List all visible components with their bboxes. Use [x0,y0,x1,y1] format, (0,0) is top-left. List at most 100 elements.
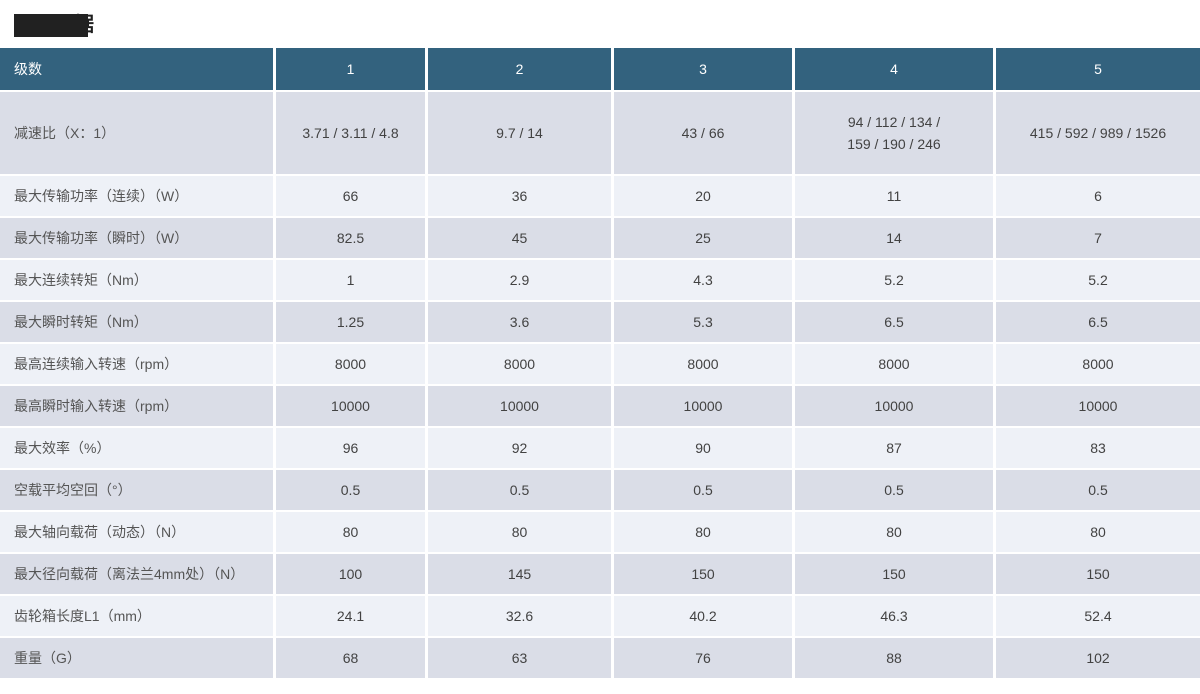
value-cell: 11 [792,176,993,218]
value-cell: 150 [611,554,792,596]
value-cell: 5.2 [993,260,1200,302]
value-cell: 80 [993,512,1200,554]
value-cell: 32.6 [425,596,611,638]
value-cell: 100 [273,554,425,596]
value-cell: 80 [611,512,792,554]
value-cell: 83 [993,428,1200,470]
row-label: 最大轴向载荷（动态）（N） [0,512,273,554]
value-cell: 36 [425,176,611,218]
table-row: 最大轴向载荷（动态）（N） 80 80 80 80 80 [0,512,1200,554]
value-cell: 150 [993,554,1200,596]
value-cell: 66 [273,176,425,218]
row-label: 最大传输功率（连续）（W） [0,176,273,218]
table-row: 最大效率（%） 96 92 90 87 83 [0,428,1200,470]
value-cell: 46.3 [792,596,993,638]
value-cell: 0.5 [993,470,1200,512]
value-cell: 3.6 [425,302,611,344]
value-cell: 94 / 112 / 134 / 159 / 190 / 246 [792,92,993,176]
header-col-2: 2 [425,48,611,92]
value-cell: 5.3 [611,302,792,344]
row-label: 空载平均空回（°） [0,470,273,512]
row-label: 最大连续转矩（Nm） [0,260,273,302]
value-cell: 25 [611,218,792,260]
table-row: 齿轮箱长度L1（mm） 24.1 32.6 40.2 46.3 52.4 [0,596,1200,638]
header-label: 级数 [0,48,273,92]
value-cell: 0.5 [425,470,611,512]
row-label: 最高连续输入转速（rpm） [0,344,273,386]
value-cell: 8000 [792,344,993,386]
value-cell: 10000 [993,386,1200,428]
redaction-overlay [14,14,88,37]
value-cell: 0.5 [273,470,425,512]
value-cell: 96 [273,428,425,470]
table-row: 重量（G） 68 63 76 88 102 [0,638,1200,680]
value-cell: 92 [425,428,611,470]
value-cell: 9.7 / 14 [425,92,611,176]
value-cell: 43 / 66 [611,92,792,176]
value-cell: 76 [611,638,792,680]
value-cell: 40.2 [611,596,792,638]
table-row: 最大传输功率（连续）（W） 66 36 20 11 6 [0,176,1200,218]
value-cell: 150 [792,554,993,596]
value-cell: 415 / 592 / 989 / 1526 [993,92,1200,176]
value-cell: 7 [993,218,1200,260]
row-label: 最大效率（%） [0,428,273,470]
row-label: 最大瞬时转矩（Nm） [0,302,273,344]
value-cell: 1 [273,260,425,302]
value-cell: 90 [611,428,792,470]
value-cell: 8000 [425,344,611,386]
table-row: 最大径向载荷（离法兰4mm处）（N） 100 145 150 150 150 [0,554,1200,596]
value-cell: 8000 [611,344,792,386]
value-cell: 6 [993,176,1200,218]
header-col-4: 4 [792,48,993,92]
value-cell: 8000 [993,344,1200,386]
value-cell: 1.25 [273,302,425,344]
table-row: 空载平均空回（°） 0.5 0.5 0.5 0.5 0.5 [0,470,1200,512]
row-label: 最大传输功率（瞬时）（W） [0,218,273,260]
row-label: 齿轮箱长度L1（mm） [0,596,273,638]
value-cell: 0.5 [792,470,993,512]
value-cell: 24.1 [273,596,425,638]
value-cell: 10000 [425,386,611,428]
value-cell: 2.9 [425,260,611,302]
value-cell: 10000 [611,386,792,428]
value-cell: 0.5 [611,470,792,512]
page: 据 级数 1 2 3 4 5 减速比（X：1）3.71 / 3.11 / 4.8… [0,14,1200,694]
row-label: 减速比（X：1） [0,92,273,176]
value-cell: 3.71 / 3.11 / 4.8 [273,92,425,176]
value-cell: 80 [792,512,993,554]
value-cell: 80 [273,512,425,554]
value-cell: 6.5 [792,302,993,344]
table-row: 减速比（X：1） 3.71 / 3.11 / 4.8 9.7 / 14 43 / 66… [0,92,1200,176]
value-cell: 5.2 [792,260,993,302]
value-cell: 82.5 [273,218,425,260]
table-row: 最高连续输入转速（rpm） 8000 8000 8000 8000 8000 [0,344,1200,386]
header-col-3: 3 [611,48,792,92]
value-cell: 6.5 [993,302,1200,344]
table-row: 最高瞬时输入转速（rpm） 10000 10000 10000 10000 10000 [0,386,1200,428]
value-cell: 102 [993,638,1200,680]
value-cell: 52.4 [993,596,1200,638]
value-cell: 145 [425,554,611,596]
value-cell: 10000 [273,386,425,428]
value-cell: 63 [425,638,611,680]
value-cell: 4.3 [611,260,792,302]
table-row: 最大连续转矩（Nm） 1 2.9 4.3 5.2 5.2 [0,260,1200,302]
value-cell: 45 [425,218,611,260]
row-label: 最大径向载荷（离法兰4mm处）（N） [0,554,273,596]
value-cell: 80 [425,512,611,554]
value-cell: 68 [273,638,425,680]
value-cell: 20 [611,176,792,218]
table-row: 最大瞬时转矩（Nm） 1.25 3.6 5.3 6.5 6.5 [0,302,1200,344]
value-cell: 10000 [792,386,993,428]
section-title: 据 [0,14,1200,38]
header-col-1: 1 [273,48,425,92]
value-cell: 87 [792,428,993,470]
value-cell: 8000 [273,344,425,386]
header-col-5: 5 [993,48,1200,92]
spec-table: 级数 1 2 3 4 5 减速比（X：1） 3.71 / 3.11 / 4.8 9.… [0,48,1200,680]
row-label: 最高瞬时输入转速（rpm） [0,386,273,428]
table-row: 最大传输功率（瞬时）（W） 82.5 45 25 14 7 [0,218,1200,260]
value-cell: 14 [792,218,993,260]
header-row: 级数 1 2 3 4 5 [0,48,1200,92]
